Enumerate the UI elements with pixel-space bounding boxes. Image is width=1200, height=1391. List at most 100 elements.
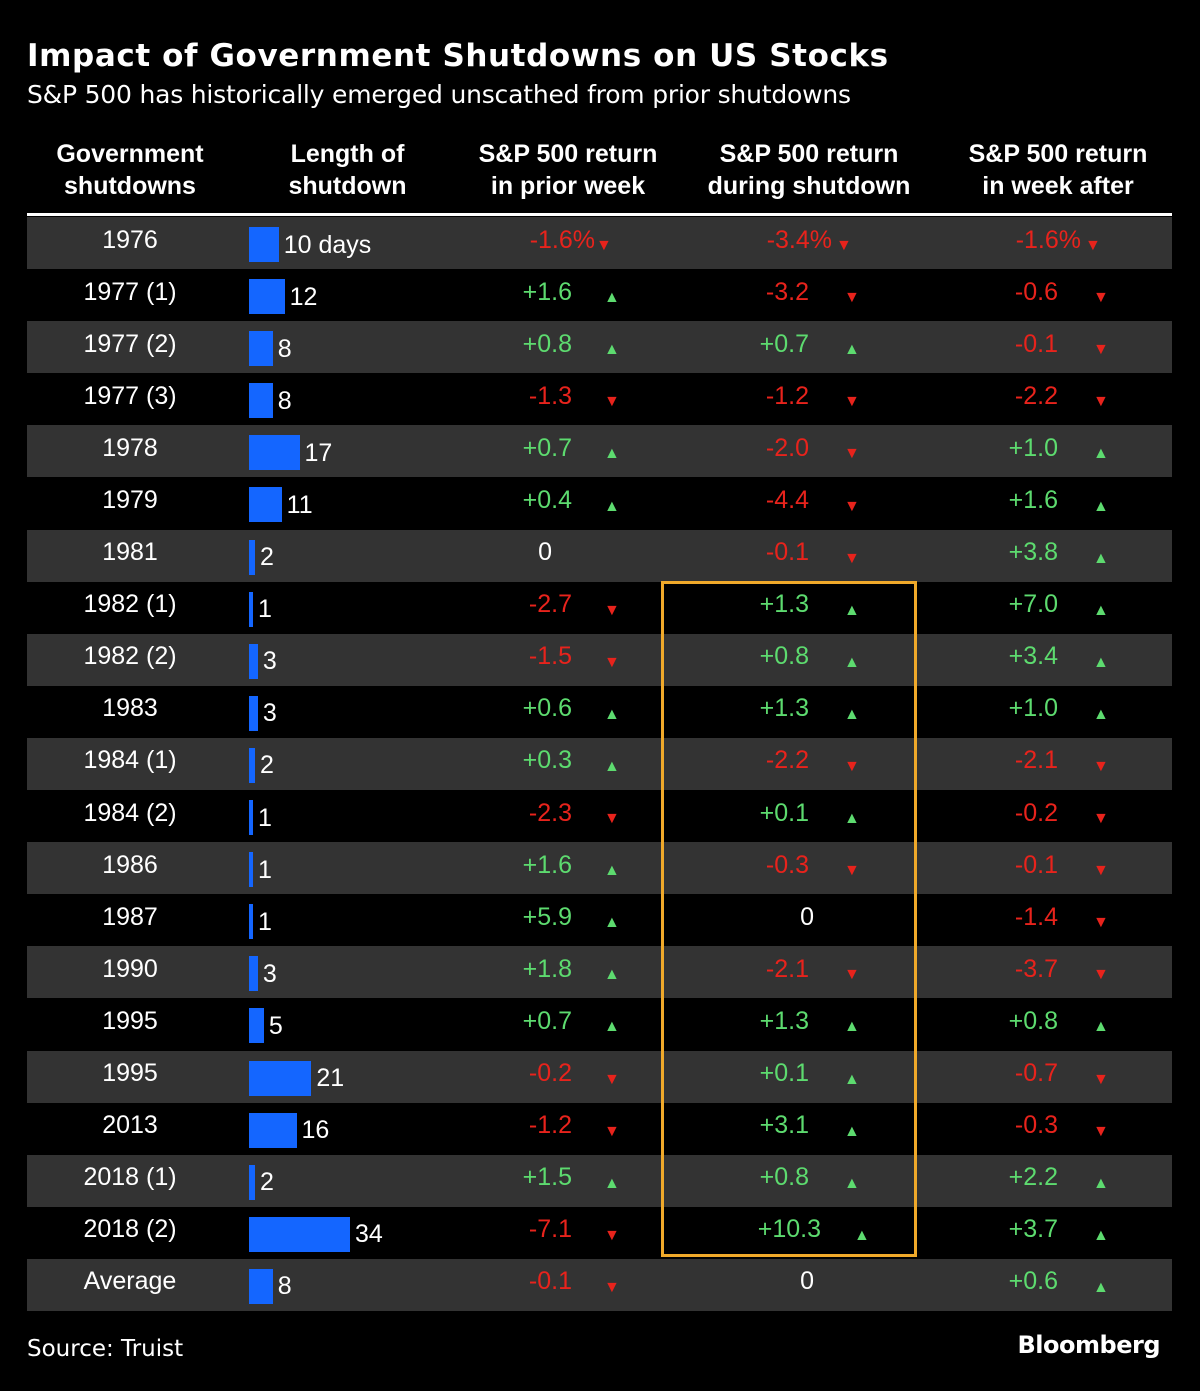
- return-after: -0.3: [1014, 1111, 1058, 1140]
- length-bar: [249, 435, 300, 471]
- return-after: -2.1: [1014, 746, 1058, 775]
- down-arrow-icon: ▼: [1093, 393, 1109, 411]
- length-label: 2: [259, 751, 274, 780]
- down-arrow-icon: ▼: [604, 1070, 620, 1088]
- up-arrow-icon: ▲: [604, 705, 620, 723]
- length-label: 2: [259, 1168, 274, 1197]
- return-after: -0.6: [1014, 277, 1058, 306]
- up-arrow-icon: ▲: [1093, 705, 1109, 723]
- shutdown-label: 1977 (3): [83, 381, 177, 410]
- return-during: -2.1: [765, 954, 809, 983]
- table-row: 1979 11 +0.4 ▲ -4.4 ▼ +1.6 ▲: [27, 477, 1172, 529]
- table-row: 1982 (1) 1 -2.7 ▼ +1.3 ▲ +7.0 ▲: [27, 582, 1172, 634]
- return-after: +2.2: [1008, 1163, 1058, 1192]
- length-bar: [249, 227, 279, 262]
- return-prior: -2.3: [528, 798, 572, 827]
- length-label: 3: [262, 647, 277, 676]
- length-label: 8: [277, 386, 292, 415]
- return-during: 0: [800, 902, 814, 931]
- return-after: -0.1: [1014, 850, 1058, 879]
- return-during: +1.3: [759, 1006, 809, 1035]
- up-arrow-icon: ▲: [844, 1070, 860, 1088]
- shutdown-label: 1986: [102, 850, 158, 879]
- column-header-line: S&P 500 return: [719, 140, 899, 168]
- return-during: -0.3: [765, 850, 809, 879]
- return-prior: -0.2: [528, 1059, 572, 1088]
- return-after: -0.1: [1014, 329, 1058, 358]
- table-row: 1977 (3) 8 -1.3 ▼ -1.2 ▼ -2.2 ▼: [27, 373, 1172, 425]
- length-bar: [249, 1060, 312, 1096]
- return-after: -0.2: [1014, 798, 1058, 827]
- header-divider: [27, 213, 1172, 216]
- column-header-line: during shutdown: [707, 172, 911, 200]
- up-arrow-icon: ▲: [1093, 549, 1109, 567]
- up-arrow-icon: ▲: [1093, 1278, 1109, 1296]
- table-row: 1981 2 0 -0.1 ▼ +3.8 ▲: [27, 529, 1172, 582]
- shutdown-label: 1979: [102, 486, 158, 515]
- up-arrow-icon: ▲: [844, 705, 860, 723]
- shutdown-label: 1990: [102, 954, 158, 983]
- column-header-prior-week: S&P 500 return in prior week: [455, 138, 681, 208]
- return-after: -0.7: [1014, 1059, 1058, 1088]
- up-arrow-icon: ▲: [604, 966, 620, 984]
- table-row: 1984 (2) 1 -2.3 ▼ +0.1 ▲ -0.2 ▼: [27, 790, 1172, 842]
- table-row: 1986 1 +1.6 ▲ -0.3 ▼ -0.1 ▼: [27, 842, 1172, 895]
- return-prior: +5.9: [522, 902, 572, 931]
- up-arrow-icon: ▲: [854, 1226, 870, 1244]
- return-prior: 0: [538, 538, 552, 567]
- length-label: 1: [258, 803, 272, 832]
- column-header-length: Length of shutdown: [250, 138, 445, 208]
- up-arrow-icon: ▲: [604, 341, 620, 359]
- length-bar: [249, 331, 273, 367]
- return-after: -1.4: [1014, 902, 1058, 931]
- return-after: +3.4: [1008, 642, 1058, 671]
- length-bar: [249, 1216, 350, 1252]
- shutdown-label: 1981: [102, 538, 158, 567]
- return-during: +3.1: [759, 1111, 809, 1140]
- return-during: 0: [800, 1267, 814, 1296]
- length-label: 12: [289, 282, 318, 311]
- down-arrow-icon: ▼: [1093, 966, 1109, 984]
- down-arrow-icon: ▼: [604, 393, 620, 411]
- column-header-line: S&P 500 return: [968, 140, 1148, 168]
- length-label: 8: [277, 334, 292, 363]
- up-arrow-icon: ▲: [1093, 1018, 1109, 1036]
- return-prior: -1.3: [528, 381, 572, 410]
- return-during: -0.1: [765, 538, 809, 567]
- down-arrow-icon: ▼: [604, 810, 620, 828]
- up-arrow-icon: ▲: [844, 601, 860, 619]
- chart-subtitle: S&P 500 has historically emerged unscath…: [27, 80, 851, 109]
- column-header-line: Government: [56, 140, 204, 168]
- length-bar: [249, 1164, 255, 1200]
- length-label: 8: [277, 1272, 292, 1301]
- return-during: -4.4: [765, 486, 809, 515]
- table-row: 1990 3 +1.8 ▲ -2.1 ▼ -3.7 ▼: [27, 946, 1172, 999]
- shutdown-label: 1982 (2): [83, 642, 177, 671]
- return-prior: -1.6%: [529, 225, 595, 254]
- return-during: +1.3: [759, 694, 809, 723]
- down-arrow-icon: ▼: [844, 393, 860, 411]
- length-bar: [249, 643, 258, 679]
- length-bar: [249, 487, 282, 523]
- shutdown-label: 1987: [102, 902, 158, 931]
- source-note: Source: Truist: [27, 1336, 184, 1362]
- return-during: +0.7: [759, 329, 809, 358]
- down-arrow-icon: ▼: [844, 497, 860, 515]
- shutdown-label: 1977 (2): [83, 329, 177, 358]
- down-arrow-icon: ▼: [604, 1122, 620, 1140]
- table-row: 1987 1 +5.9 ▲ 0 -1.4 ▼: [27, 894, 1172, 946]
- return-after: +0.6: [1008, 1267, 1058, 1296]
- down-arrow-icon: ▼: [836, 237, 852, 255]
- shutdown-label: 2013: [102, 1111, 158, 1140]
- table-row: 1983 3 +0.6 ▲ +1.3 ▲ +1.0 ▲: [27, 686, 1172, 738]
- table-row: 2018 (2) 34 -7.1 ▼ +10.3 ▲ +3.7 ▲: [27, 1207, 1172, 1259]
- table-row: 1976 10 days -1.6% ▼ -3.4% ▼ -1.6% ▼: [27, 217, 1172, 270]
- up-arrow-icon: ▲: [844, 1018, 860, 1036]
- return-prior: -0.1: [528, 1267, 572, 1296]
- down-arrow-icon: ▼: [1093, 914, 1109, 932]
- up-arrow-icon: ▲: [604, 862, 620, 880]
- column-header-line: in week after: [982, 172, 1134, 200]
- down-arrow-icon: ▼: [1093, 1070, 1109, 1088]
- length-bar: [249, 956, 258, 992]
- up-arrow-icon: ▲: [844, 810, 860, 828]
